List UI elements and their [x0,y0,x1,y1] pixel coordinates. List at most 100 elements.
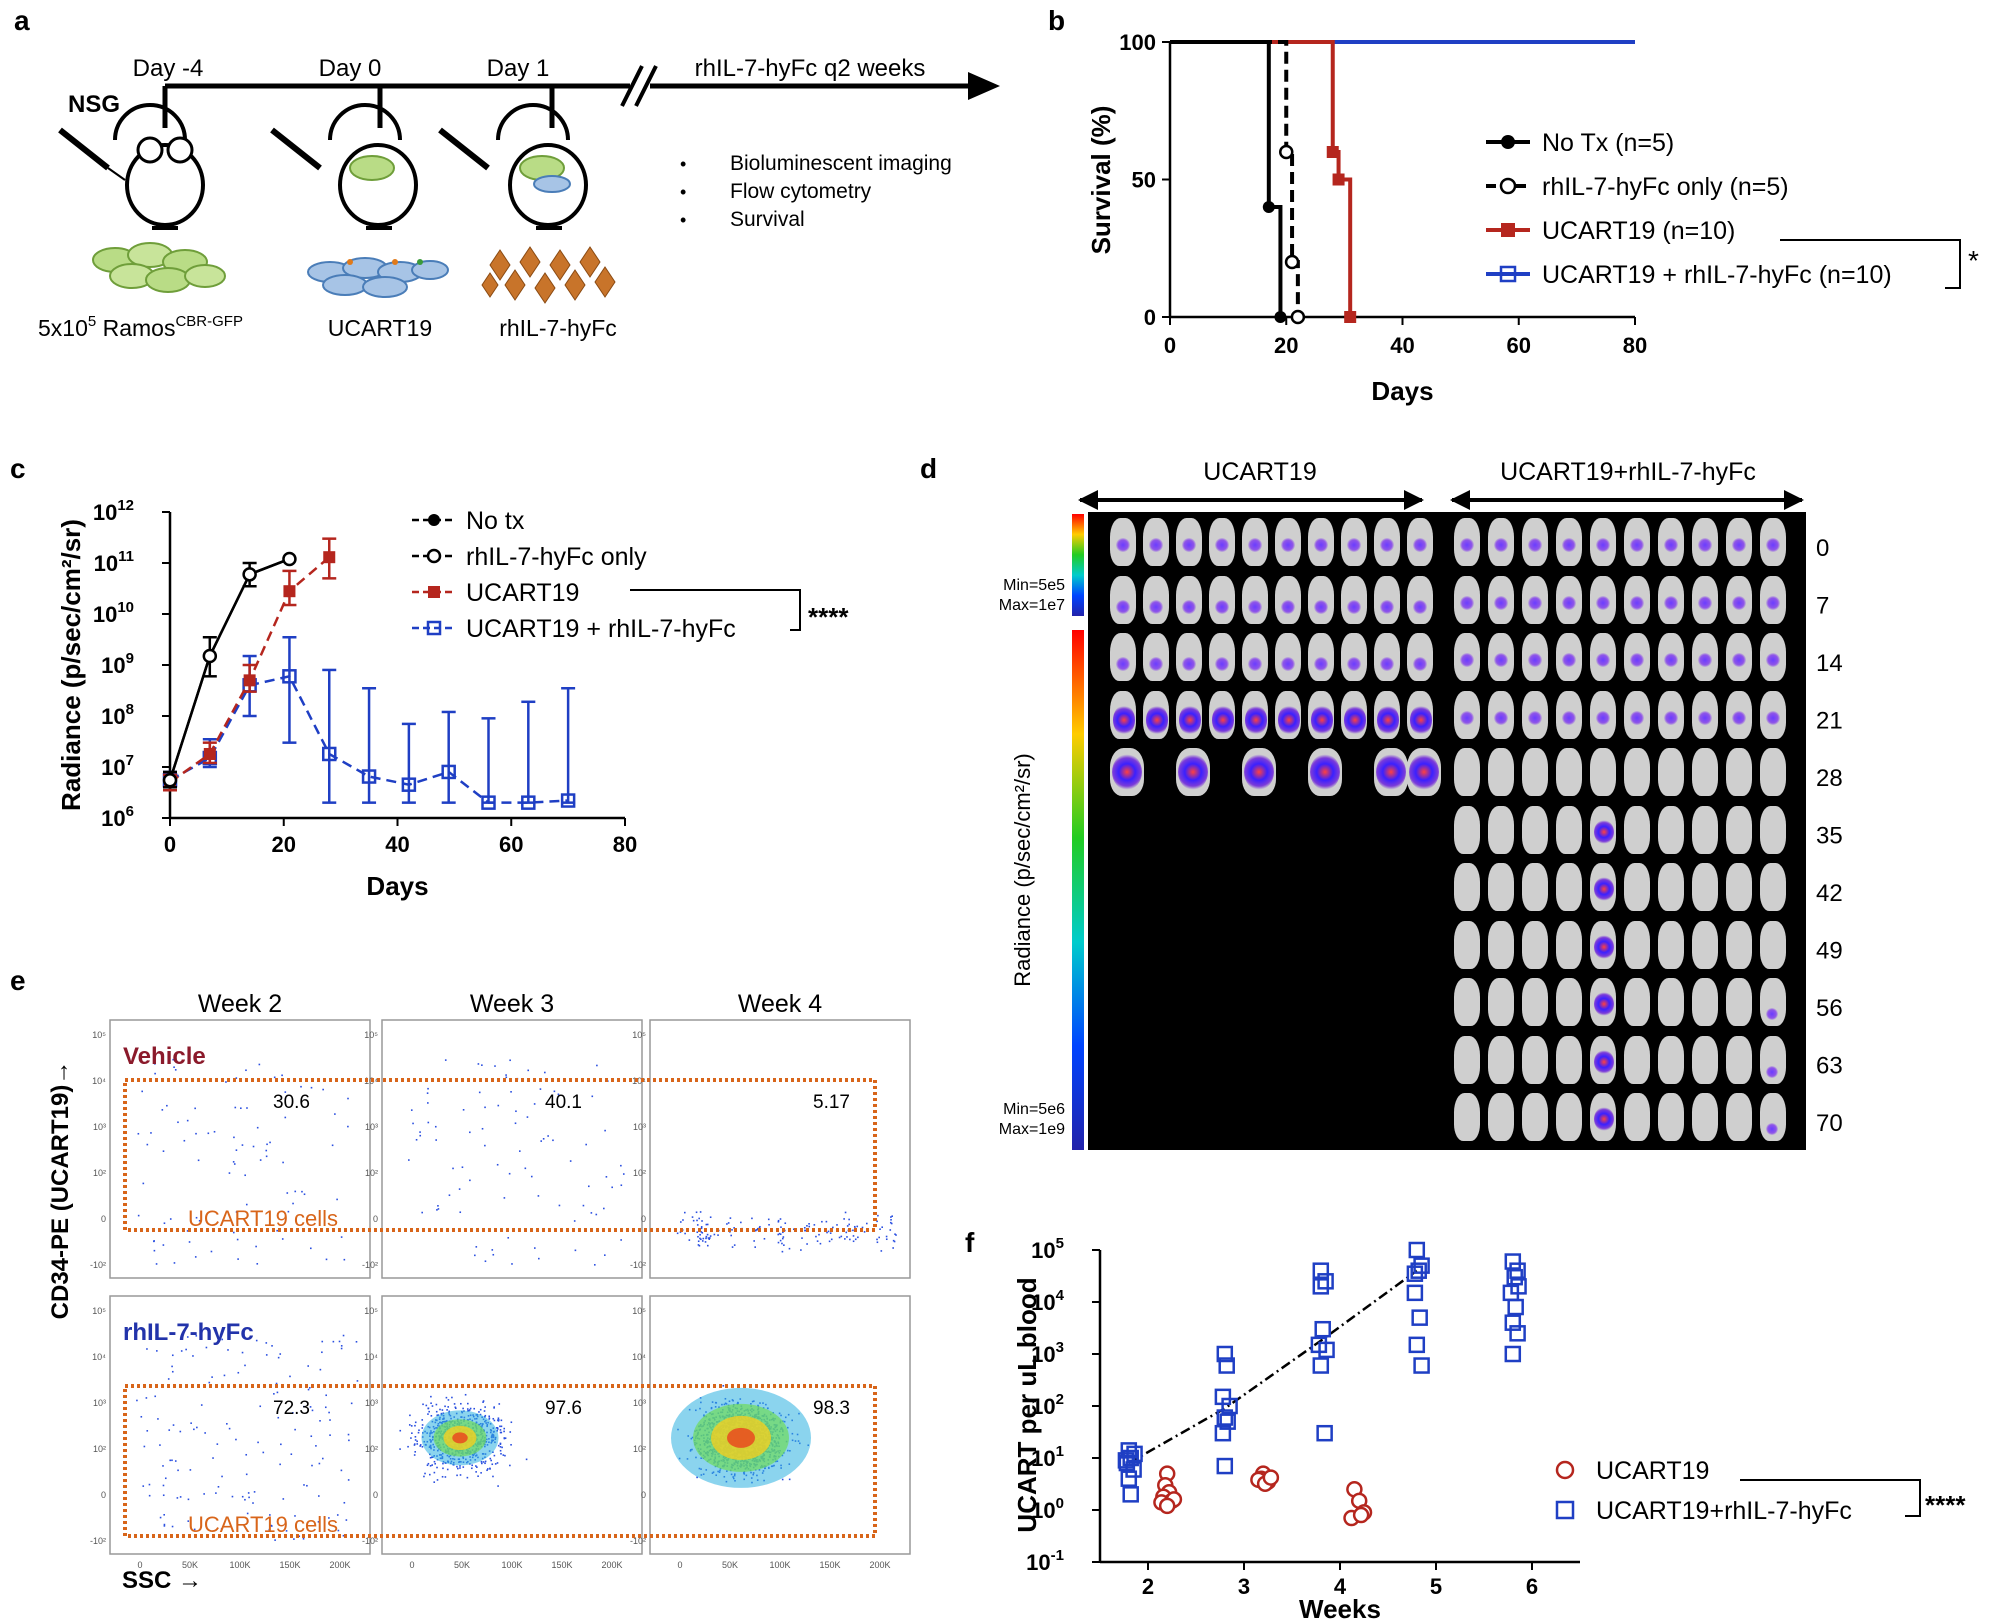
signal-blob [1562,653,1576,667]
event-dot [215,1492,217,1494]
left-mouse-3-8 [1374,690,1400,739]
event-dot [416,1440,418,1443]
y-tick-exp: 10 [117,599,134,616]
il7-mol-2 [519,246,541,278]
signal-blob [1149,599,1163,614]
event-dot [492,1475,494,1478]
radiance-legend: No tx rhIL-7-hyFc only UCART19 UCART19 + rh… [412,507,736,643]
gate-rect-1 [123,1384,877,1538]
count-point [1218,1357,1235,1374]
x-tick-label: 40 [385,832,409,857]
right-mouse-9-2 [1522,1035,1548,1084]
radiance-marker [322,746,337,762]
count-point [1504,1314,1522,1331]
event-dot [433,1481,436,1483]
event-dot [782,1231,784,1234]
plot-frame [381,1295,643,1555]
legend-marker-0 [428,514,440,526]
right-mouse-4-9 [1760,748,1786,796]
event-dot [493,1419,496,1422]
mouse-ear-right-1 [166,136,194,164]
event-dot [504,1454,506,1457]
y-tick-label: -10² [90,1260,106,1270]
radiance-marker [441,764,456,780]
count-point [1312,1262,1330,1279]
right-mouse-10-7 [1692,1093,1718,1141]
right-mouse-0-1 [1488,518,1514,566]
event-dot [334,1113,336,1115]
day-m4-label: Day -4 [133,55,204,82]
event-dot [162,1244,165,1246]
count-point [1411,1309,1428,1326]
event-dot [464,1393,467,1396]
gate-percent-0-2: 5.17 [813,1092,850,1113]
cell-6 [184,264,226,288]
event-dot [445,1396,448,1399]
panel-c: c 0 20 40 60 80106107108109101010111012DaysR… [10,453,849,901]
event-dot [162,1150,165,1152]
y-tick-label: 0 [373,1490,378,1500]
right-mouse-10-0 [1454,1093,1480,1141]
right-mouse-7-4 [1590,920,1616,969]
event-dot [399,1448,401,1450]
event-dot [177,1469,179,1472]
x-tick-label: 80 [613,832,637,857]
event-dot [284,1091,287,1093]
event-dot [751,1217,753,1220]
right-mouse-1-2 [1522,575,1548,624]
y-tick-label: 0 [373,1214,378,1224]
event-dot [846,1225,849,1227]
left-mouse-1-2 [1176,575,1202,624]
left-mouse-3-1 [1143,690,1169,739]
gate-percent-1-1: 97.6 [545,1398,582,1419]
right-mouse-5-0 [1454,805,1480,854]
event-dot [203,1493,205,1495]
event-dot [300,1085,302,1088]
event-dot [410,1109,413,1111]
right-mouse-7-8 [1726,920,1752,969]
event-dot [419,1134,422,1137]
event-dot [163,1523,166,1526]
event-dot [497,1419,500,1421]
event-dot [284,1116,287,1119]
left-mouse-2-2 [1176,633,1202,681]
y-tick-label: 10⁴ [632,1076,646,1086]
legend-label-2: UCART19 [466,579,579,607]
event-dot [683,1211,686,1214]
y-tick-label: -10² [90,1536,106,1546]
event-dot [276,1391,279,1394]
event-dot [695,1211,698,1214]
event-dot [414,1439,417,1441]
event-dot [193,1428,195,1431]
event-dot [504,1437,507,1439]
event-dot [880,1250,883,1252]
event-dot [437,1208,440,1210]
day-label-63: 63 [1816,1053,1843,1080]
event-dot [729,1217,732,1219]
event-dot [244,1498,246,1501]
event-dot [442,1462,444,1465]
event-dot [154,1395,157,1398]
event-dot [441,1409,444,1411]
event-dot [458,1188,461,1190]
event-dot [259,1159,262,1161]
right-mouse-0-5 [1624,518,1650,566]
gate-percent-1-0: 72.3 [273,1398,310,1419]
signal-blob [1460,653,1474,667]
signal-blob [1766,595,1780,610]
event-dot [287,1210,290,1213]
signal-blob [1146,704,1168,735]
event-dot [444,1476,447,1478]
event-dot [704,1241,707,1243]
radiance-marker [162,772,178,788]
week-label-3: Week 3 [470,990,554,1018]
event-dot [778,1232,781,1235]
y-tick-exp: 4 [1056,1287,1065,1304]
event-dot [195,1216,198,1219]
event-dot [324,1406,327,1409]
event-dot [294,1515,296,1517]
event-dot [573,1220,576,1222]
event-dot [510,1091,512,1093]
event-dot [235,1211,238,1213]
right-mouse-4-2 [1522,748,1548,796]
